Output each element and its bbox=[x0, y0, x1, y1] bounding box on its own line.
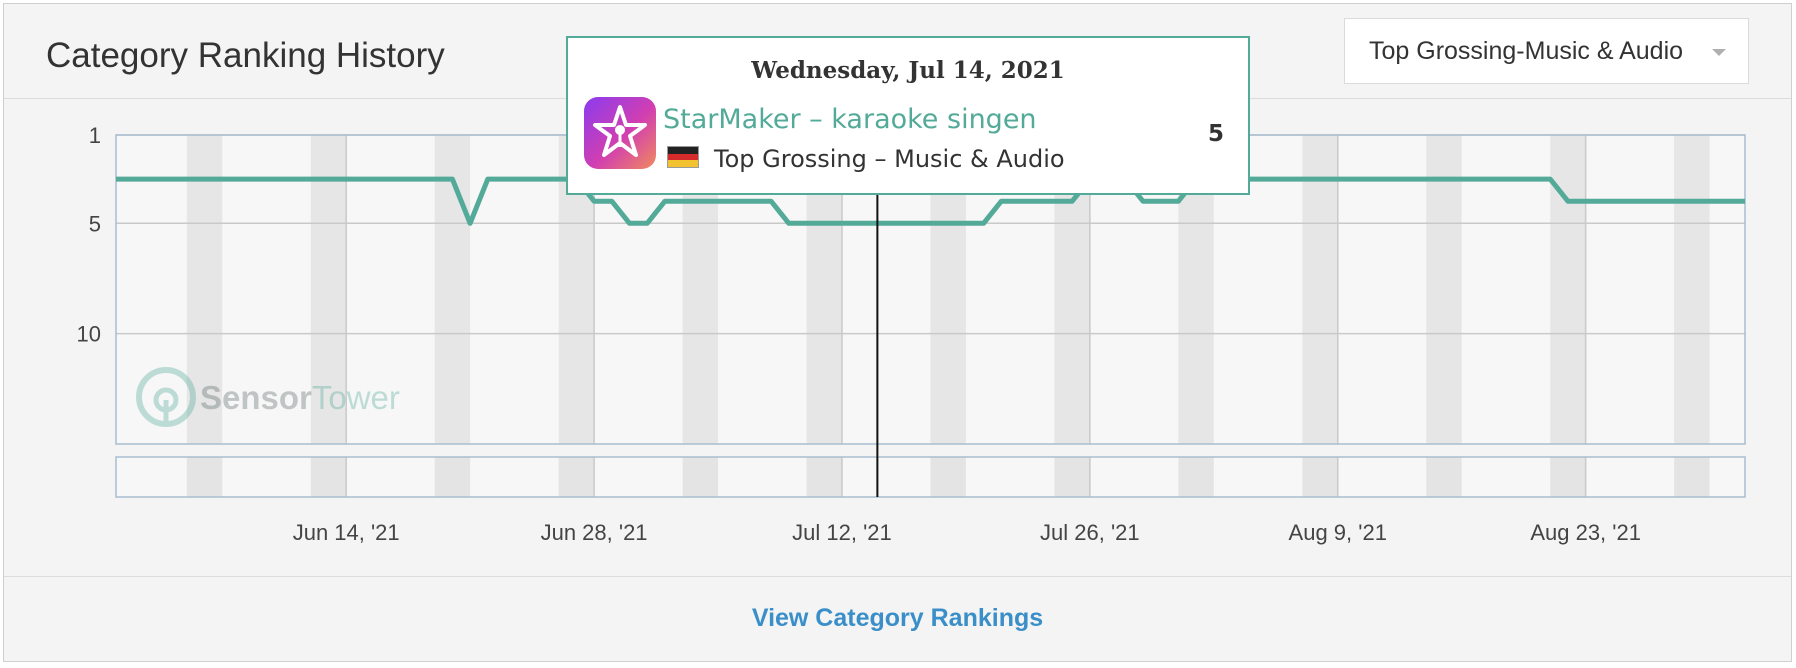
x-tick-label: Jun 14, '21 bbox=[293, 520, 400, 545]
sensortower-logo-inner bbox=[153, 387, 179, 413]
panel-header: Category Ranking History Top Grossing-Mu… bbox=[4, 4, 1791, 99]
weekend-band bbox=[1426, 135, 1462, 444]
x-tick-label: Jun 28, '21 bbox=[541, 520, 648, 545]
navigator-frame bbox=[115, 456, 1746, 498]
x-tick-label: Aug 23, '21 bbox=[1530, 520, 1641, 545]
weekend-band bbox=[434, 135, 471, 444]
page-title: Category Ranking History bbox=[46, 36, 445, 75]
navigator-weekend-band bbox=[682, 457, 719, 497]
navigator-weekend-band bbox=[1178, 457, 1214, 497]
watermark-tower: Tower bbox=[312, 379, 400, 416]
y-tick-label: 5 bbox=[89, 211, 101, 236]
navigator-weekend-band bbox=[1302, 457, 1338, 497]
sensortower-watermark: SensorTower bbox=[136, 367, 400, 427]
svg-text:SensorTower: SensorTower bbox=[200, 379, 400, 416]
app-icon bbox=[584, 97, 656, 169]
germany-flag-icon bbox=[667, 146, 699, 168]
ranking-chart: SensorTower 1 5 10 Jun 14, '21 Jun 28, '21 Ju… bbox=[77, 123, 1746, 545]
tooltip-app-name: StarMaker – karaoke singen bbox=[663, 104, 1037, 135]
navigator-weekend-band bbox=[186, 457, 223, 497]
view-category-rankings-link[interactable]: View Category Rankings bbox=[751, 604, 1044, 632]
weekend-band bbox=[1550, 135, 1586, 444]
navigator-weekend-band bbox=[310, 457, 347, 497]
x-tick-label: Jul 26, '21 bbox=[1040, 520, 1140, 545]
category-select[interactable]: Top Grossing-Music & Audio bbox=[1344, 18, 1749, 84]
x-tick-label: Aug 9, '21 bbox=[1289, 520, 1387, 545]
weekend-band bbox=[1674, 135, 1710, 444]
tooltip-rank: 5 bbox=[1207, 121, 1224, 147]
star-microphone-icon bbox=[593, 105, 647, 157]
chart-tooltip: Wednesday, Jul 14, 2021 StarMaker – kara… bbox=[566, 36, 1250, 195]
weekend-band bbox=[1302, 135, 1338, 444]
navigator-weekend-band bbox=[806, 457, 842, 497]
category-ranking-panel: Category Ranking History Top Grossing-Mu… bbox=[3, 3, 1792, 662]
sensortower-logo-icon bbox=[136, 367, 196, 427]
x-tick-label: Jul 12, '21 bbox=[792, 520, 892, 545]
footer-divider bbox=[4, 576, 1791, 577]
weekend-band bbox=[310, 135, 347, 444]
weekend-band bbox=[186, 135, 223, 444]
tooltip-date: Wednesday, Jul 14, 2021 bbox=[751, 57, 1065, 84]
y-tick-label: 1 bbox=[89, 123, 101, 148]
watermark-sensor: Sensor bbox=[200, 379, 312, 416]
navigator-weekend-band bbox=[1674, 457, 1710, 497]
navigator-weekend-band bbox=[558, 457, 595, 497]
chart-axes: 1 5 10 Jun 14, '21 Jun 28, '21 Jul 12, '21 Jul… bbox=[77, 123, 1746, 545]
navigator-weekend-band bbox=[434, 457, 471, 497]
category-select-label: Top Grossing-Music & Audio bbox=[1369, 37, 1684, 65]
navigator-weekend-band bbox=[1054, 457, 1090, 497]
navigator-weekend-band bbox=[1550, 457, 1586, 497]
chevron-down-icon bbox=[1712, 49, 1726, 56]
y-tick-label: 10 bbox=[77, 322, 101, 347]
navigator-weekend-band bbox=[1426, 457, 1462, 497]
navigator-weekend-band bbox=[930, 457, 966, 497]
tooltip-category: Top Grossing – Music & Audio bbox=[714, 145, 1065, 173]
